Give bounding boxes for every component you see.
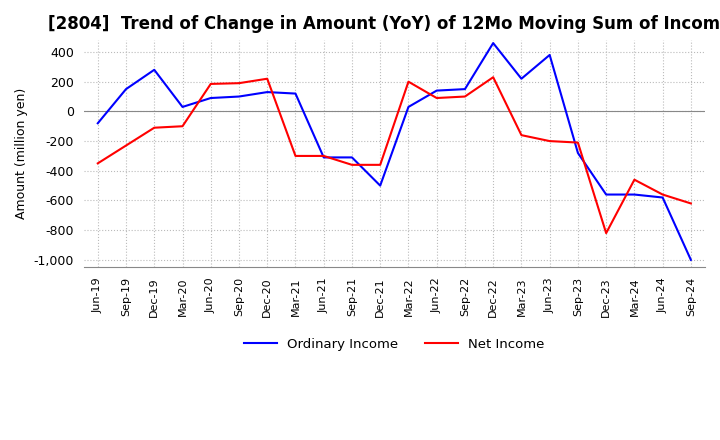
Net Income (291, 153, 300, 158)
Net Income (687, 201, 696, 206)
Ordinary Income (291, 91, 300, 96)
Net Income (461, 94, 469, 99)
Net Income (545, 139, 554, 144)
Ordinary Income (517, 76, 526, 81)
Net Income (433, 95, 441, 101)
Legend: Ordinary Income, Net Income: Ordinary Income, Net Income (238, 333, 550, 356)
Net Income (178, 124, 186, 129)
Net Income (263, 76, 271, 81)
Net Income (517, 132, 526, 138)
Net Income (630, 177, 639, 182)
Ordinary Income (94, 121, 102, 126)
Net Income (404, 79, 413, 84)
Net Income (235, 81, 243, 86)
Line: Net Income: Net Income (98, 77, 691, 233)
Ordinary Income (602, 192, 611, 197)
Ordinary Income (122, 87, 130, 92)
Net Income (658, 192, 667, 197)
Title: [2804]  Trend of Change in Amount (YoY) of 12Mo Moving Sum of Incomes: [2804] Trend of Change in Amount (YoY) o… (48, 15, 720, 33)
Ordinary Income (545, 52, 554, 58)
Net Income (320, 153, 328, 158)
Y-axis label: Amount (million yen): Amount (million yen) (15, 88, 28, 219)
Net Income (348, 162, 356, 168)
Ordinary Income (150, 67, 158, 73)
Ordinary Income (263, 89, 271, 95)
Ordinary Income (376, 183, 384, 188)
Ordinary Income (404, 104, 413, 110)
Ordinary Income (687, 257, 696, 263)
Ordinary Income (433, 88, 441, 93)
Ordinary Income (489, 40, 498, 46)
Net Income (150, 125, 158, 130)
Net Income (376, 162, 384, 168)
Net Income (122, 143, 130, 148)
Ordinary Income (574, 150, 582, 156)
Ordinary Income (235, 94, 243, 99)
Ordinary Income (178, 104, 186, 110)
Ordinary Income (461, 87, 469, 92)
Line: Ordinary Income: Ordinary Income (98, 43, 691, 260)
Ordinary Income (658, 195, 667, 200)
Net Income (602, 231, 611, 236)
Net Income (489, 75, 498, 80)
Net Income (574, 140, 582, 145)
Ordinary Income (320, 155, 328, 160)
Net Income (94, 161, 102, 166)
Net Income (207, 81, 215, 87)
Ordinary Income (348, 155, 356, 160)
Ordinary Income (207, 95, 215, 101)
Ordinary Income (630, 192, 639, 197)
